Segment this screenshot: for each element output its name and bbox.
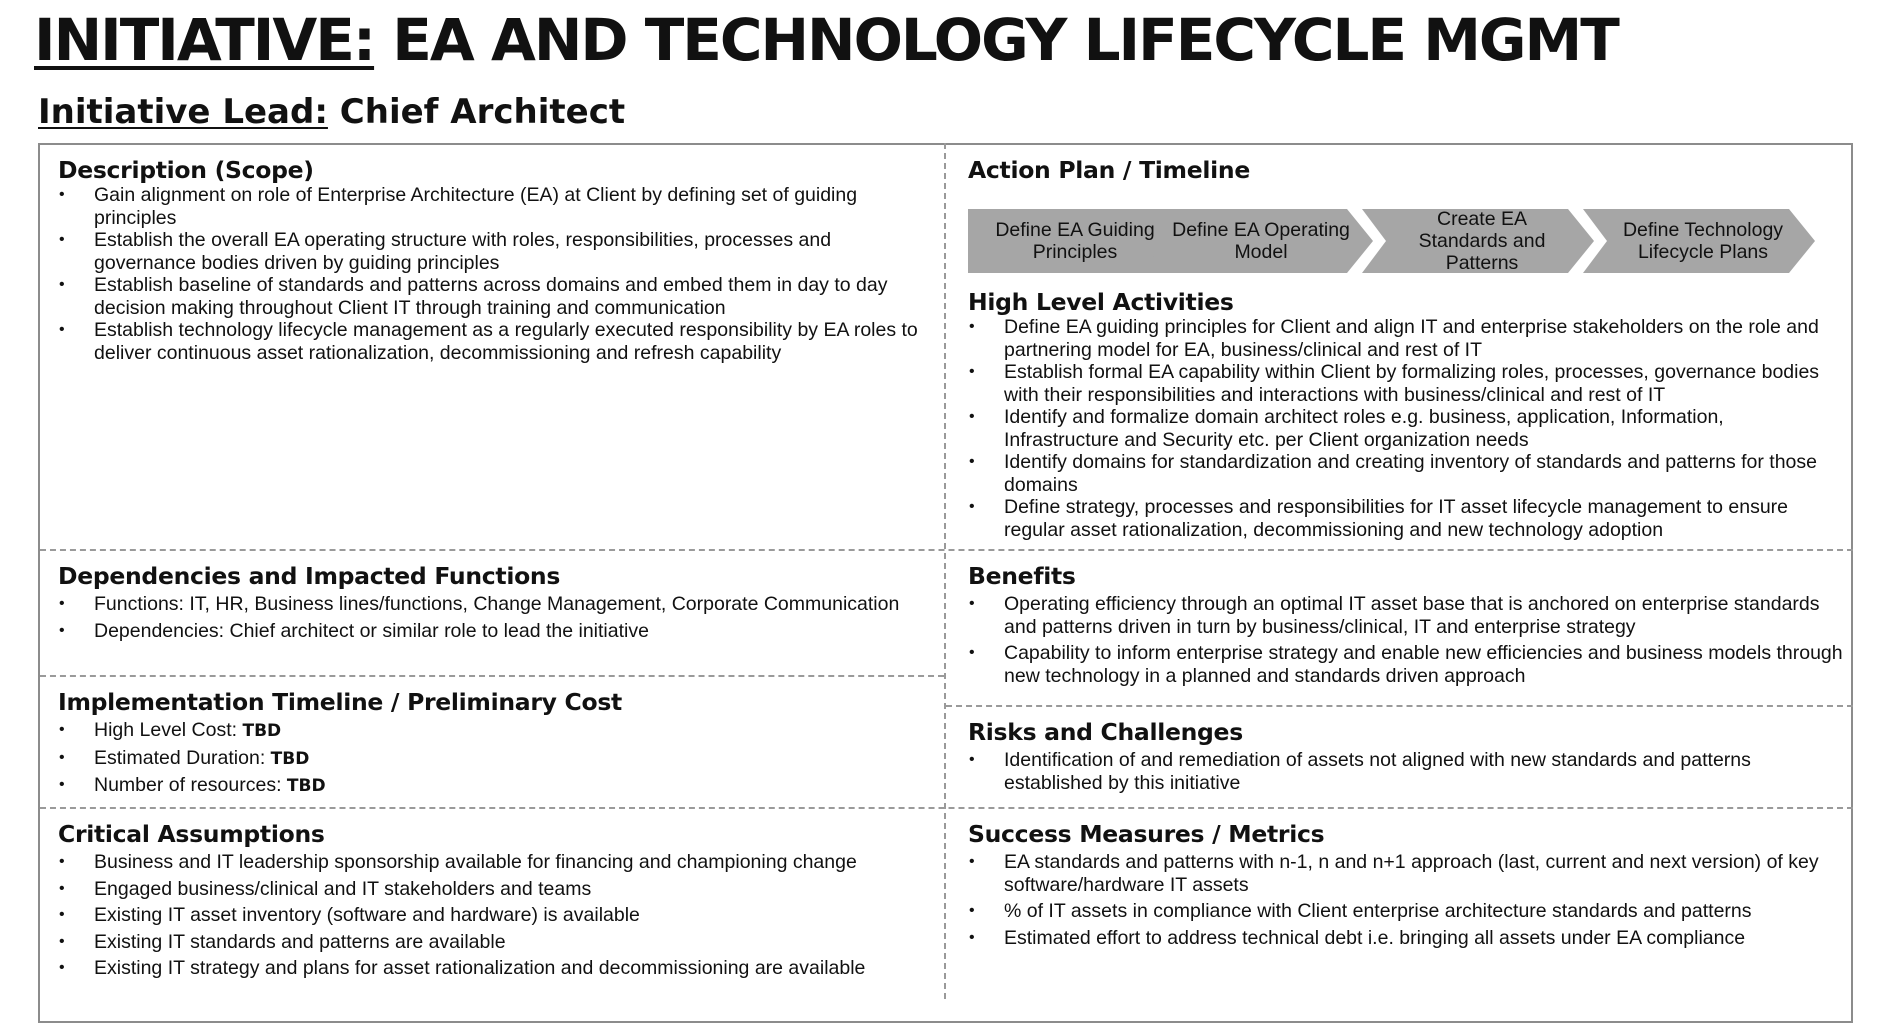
- timeline-step: Create EA Standards and Patterns: [1362, 209, 1594, 273]
- list-item: Define EA guiding principles for Client …: [968, 316, 1843, 361]
- list-item: Establish the overall EA operating struc…: [58, 229, 928, 274]
- benefits-list: Operating efficiency through an optimal …: [968, 593, 1843, 687]
- title-prefix: INITIATIVE:: [34, 6, 376, 74]
- timeline-step: Define EA Operating Model: [1141, 209, 1373, 273]
- implementation-heading: Implementation Timeline / Preliminary Co…: [58, 688, 622, 716]
- list-item: Capability to inform enterprise strategy…: [968, 642, 1843, 687]
- column-divider: [944, 143, 946, 999]
- resources-item: Number of resources: TBD: [58, 774, 928, 798]
- dependencies-heading: Dependencies and Impacted Functions: [58, 562, 561, 590]
- list-item: Identification of and remediation of ass…: [968, 749, 1843, 794]
- list-item: Existing IT strategy and plans for asset…: [58, 957, 928, 980]
- description-list: Gain alignment on role of Enterprise Arc…: [58, 184, 928, 364]
- duration-item: Estimated Duration: TBD: [58, 747, 928, 771]
- activities-section: High Level Activities Define EA guiding …: [968, 288, 1843, 541]
- dependencies-section: Dependencies and Impacted Functions Func…: [58, 562, 928, 646]
- risks-section: Risks and Challenges Identification of a…: [968, 718, 1843, 794]
- row-divider: [40, 675, 944, 677]
- duration-label: Estimated Duration:: [94, 746, 271, 769]
- list-item: Define strategy, processes and responsib…: [968, 496, 1843, 541]
- risks-list: Identification of and remediation of ass…: [968, 749, 1843, 794]
- list-item: EA standards and patterns with n-1, n an…: [968, 851, 1843, 896]
- list-item: Identify domains for standardization and…: [968, 451, 1843, 496]
- list-item: Business and IT leadership sponsorship a…: [58, 851, 928, 874]
- list-item: Engaged business/clinical and IT stakeho…: [58, 878, 928, 901]
- cost-value: TBD: [242, 721, 282, 741]
- title-text: EA AND TECHNOLOGY LIFECYCLE MGMT: [392, 6, 1620, 74]
- activities-heading: High Level Activities: [968, 288, 1234, 316]
- list-item: Establish technology lifecycle managemen…: [58, 319, 928, 364]
- description-section: Description (Scope) Gain alignment on ro…: [58, 156, 928, 364]
- row-divider: [946, 705, 1853, 707]
- lead-value: Chief Architect: [339, 92, 626, 132]
- list-item: Gain alignment on role of Enterprise Arc…: [58, 184, 928, 229]
- action-plan-heading: Action Plan / Timeline: [968, 156, 1250, 184]
- assumptions-heading: Critical Assumptions: [58, 820, 325, 848]
- risks-heading: Risks and Challenges: [968, 718, 1243, 746]
- description-heading: Description (Scope): [58, 156, 314, 184]
- action-plan-section: Action Plan / Timeline: [968, 156, 1838, 184]
- assumptions-section: Critical Assumptions Business and IT lea…: [58, 820, 928, 984]
- resources-value: TBD: [286, 776, 326, 796]
- duration-value: TBD: [270, 748, 310, 769]
- assumptions-list: Business and IT leadership sponsorship a…: [58, 851, 928, 980]
- activities-list: Define EA guiding principles for Client …: [968, 316, 1843, 541]
- list-item: Existing IT standards and patterns are a…: [58, 931, 928, 954]
- list-item: Existing IT asset inventory (software an…: [58, 904, 928, 927]
- list-item: Operating efficiency through an optimal …: [968, 593, 1843, 638]
- implementation-list: High Level Cost: TBD Estimated Duration:…: [58, 719, 928, 798]
- benefits-section: Benefits Operating efficiency through an…: [968, 562, 1843, 691]
- success-heading: Success Measures / Metrics: [968, 820, 1325, 848]
- cost-label: High Level Cost:: [94, 719, 243, 741]
- timeline-step: Define Technology Lifecycle Plans: [1583, 209, 1815, 273]
- list-item: Dependencies: Chief architect or similar…: [58, 620, 928, 643]
- row-divider: [40, 549, 1853, 551]
- list-item: Establish baseline of standards and patt…: [58, 274, 928, 319]
- row-divider: [40, 807, 1853, 809]
- page-title: INITIATIVE: EA AND TECHNOLOGY LIFECYCLE …: [34, 10, 1620, 71]
- benefits-heading: Benefits: [968, 562, 1076, 590]
- list-item: % of IT assets in compliance with Client…: [968, 900, 1843, 923]
- list-item: Establish formal EA capability within Cl…: [968, 361, 1843, 406]
- lead-label: Initiative Lead:: [38, 92, 328, 132]
- success-section: Success Measures / Metrics EA standards …: [968, 820, 1843, 953]
- implementation-section: Implementation Timeline / Preliminary Co…: [58, 688, 928, 802]
- dependencies-list: Functions: IT, HR, Business lines/functi…: [58, 593, 928, 642]
- success-list: EA standards and patterns with n-1, n an…: [968, 851, 1843, 949]
- initiative-lead: Initiative Lead: Chief Architect: [38, 92, 625, 132]
- resources-label: Number of resources:: [94, 774, 287, 796]
- list-item: Functions: IT, HR, Business lines/functi…: [58, 593, 928, 616]
- list-item: Identify and formalize domain architect …: [968, 406, 1843, 451]
- list-item: Estimated effort to address technical de…: [968, 927, 1843, 950]
- cost-item: High Level Cost: TBD: [58, 719, 928, 743]
